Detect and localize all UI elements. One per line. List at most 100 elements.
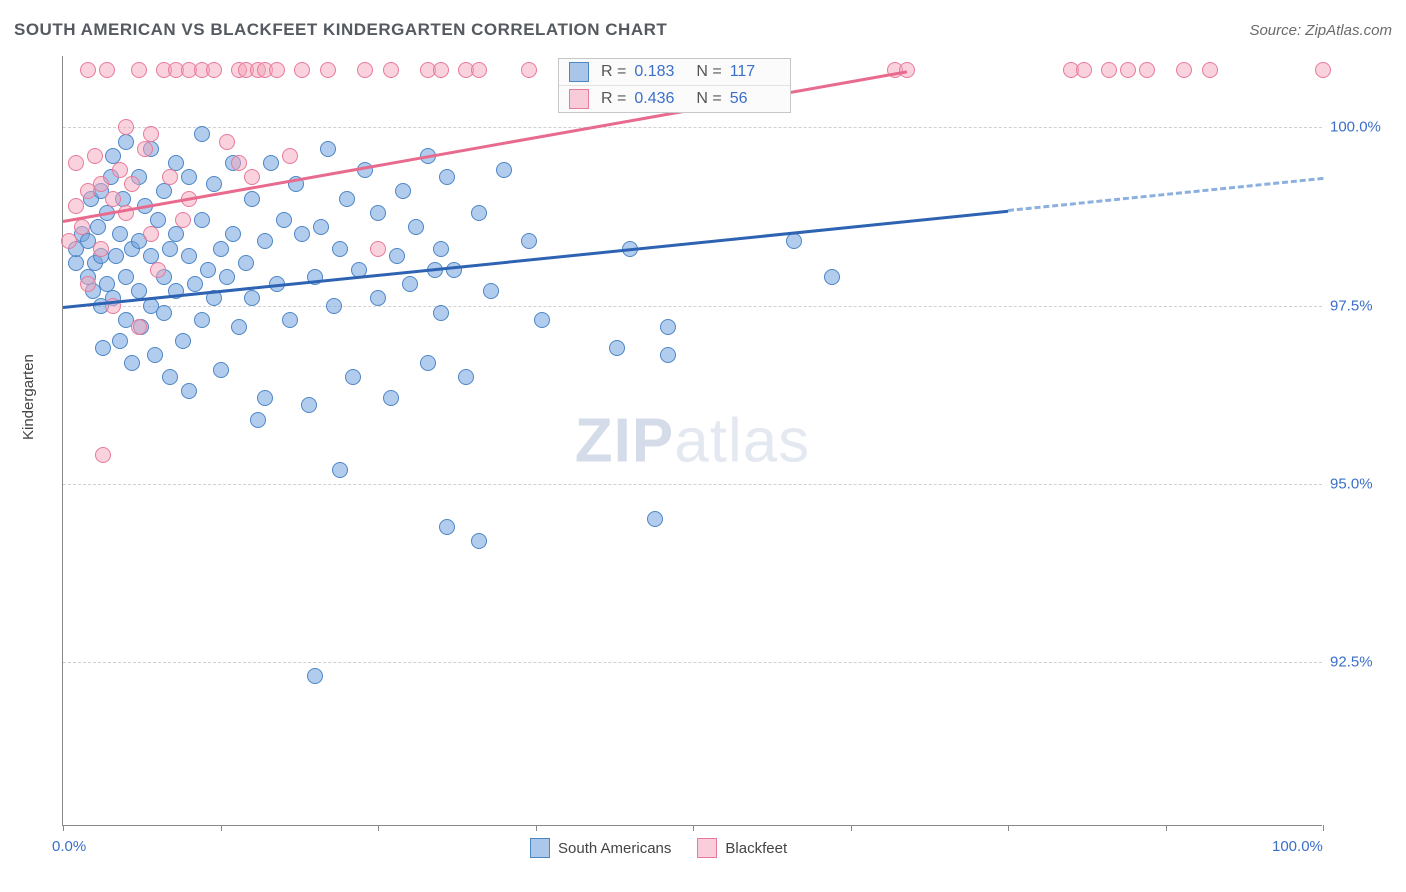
data-point-pink: [370, 241, 386, 257]
data-point-pink: [80, 276, 96, 292]
data-point-pink: [99, 62, 115, 78]
data-point-pink: [93, 176, 109, 192]
data-point-pink: [143, 126, 159, 142]
data-point-pink: [1315, 62, 1331, 78]
y-axis-label: Kindergarten: [20, 354, 37, 440]
data-point-blue: [313, 219, 329, 235]
data-point-blue: [90, 219, 106, 235]
data-point-blue: [244, 191, 260, 207]
data-point-pink: [93, 241, 109, 257]
data-point-pink: [87, 148, 103, 164]
x-tick-label: 100.0%: [1272, 838, 1323, 855]
data-point-pink: [471, 62, 487, 78]
data-point-pink: [294, 62, 310, 78]
data-point-blue: [194, 212, 210, 228]
data-point-blue: [446, 262, 462, 278]
data-point-blue: [320, 141, 336, 157]
data-point-pink: [131, 62, 147, 78]
data-point-pink: [206, 62, 222, 78]
data-point-pink: [320, 62, 336, 78]
n-label: N =: [696, 90, 721, 108]
data-point-blue: [124, 355, 140, 371]
regression-blue-dashed: [1008, 177, 1323, 212]
data-point-pink: [80, 62, 96, 78]
data-point-blue: [118, 269, 134, 285]
data-point-pink: [383, 62, 399, 78]
data-point-pink: [244, 169, 260, 185]
data-point-blue: [395, 183, 411, 199]
data-point-pink: [74, 219, 90, 235]
data-point-blue: [112, 333, 128, 349]
y-tick-label: 95.0%: [1330, 475, 1373, 492]
data-point-blue: [238, 255, 254, 271]
data-point-blue: [194, 312, 210, 328]
data-point-blue: [244, 290, 260, 306]
data-point-pink: [1202, 62, 1218, 78]
data-point-blue: [439, 169, 455, 185]
data-point-pink: [131, 319, 147, 335]
data-point-pink: [1101, 62, 1117, 78]
data-point-pink: [357, 62, 373, 78]
r-value: 0.436: [634, 90, 684, 108]
data-point-blue: [231, 319, 247, 335]
data-point-blue: [225, 226, 241, 242]
data-point-blue: [276, 212, 292, 228]
data-point-blue: [408, 219, 424, 235]
data-point-pink: [162, 169, 178, 185]
data-point-blue: [326, 298, 342, 314]
data-point-blue: [118, 134, 134, 150]
r-value: 0.183: [634, 63, 684, 81]
source-label: Source: ZipAtlas.com: [1249, 22, 1392, 39]
data-point-pink: [521, 62, 537, 78]
x-tick-label: 0.0%: [52, 838, 86, 855]
data-point-blue: [263, 155, 279, 171]
data-point-blue: [339, 191, 355, 207]
data-point-pink: [68, 155, 84, 171]
data-point-pink: [1139, 62, 1155, 78]
swatch-blue-icon: [569, 62, 589, 82]
legend-label: Blackfeet: [725, 840, 787, 857]
grid-line: [63, 484, 1322, 485]
data-point-blue: [647, 511, 663, 527]
data-point-blue: [660, 319, 676, 335]
data-point-blue: [156, 183, 172, 199]
data-point-pink: [1176, 62, 1192, 78]
x-tick: [536, 825, 537, 831]
data-point-blue: [301, 397, 317, 413]
swatch-pink-icon: [697, 838, 717, 858]
data-point-blue: [471, 205, 487, 221]
n-value: 117: [730, 63, 780, 81]
data-point-blue: [534, 312, 550, 328]
data-point-blue: [294, 226, 310, 242]
data-point-blue: [420, 355, 436, 371]
data-point-blue: [471, 533, 487, 549]
x-tick: [1166, 825, 1167, 831]
data-point-blue: [521, 233, 537, 249]
data-point-blue: [181, 248, 197, 264]
data-point-blue: [786, 233, 802, 249]
grid-line: [63, 662, 1322, 663]
data-point-blue: [439, 519, 455, 535]
data-point-blue: [181, 383, 197, 399]
x-tick: [63, 825, 64, 831]
data-point-pink: [118, 119, 134, 135]
data-point-pink: [95, 447, 111, 463]
data-point-blue: [147, 347, 163, 363]
data-point-blue: [108, 248, 124, 264]
data-point-blue: [370, 205, 386, 221]
data-point-pink: [219, 134, 235, 150]
data-point-blue: [162, 241, 178, 257]
data-point-blue: [402, 276, 418, 292]
data-point-blue: [824, 269, 840, 285]
data-point-blue: [112, 226, 128, 242]
data-point-blue: [307, 668, 323, 684]
x-tick: [1008, 825, 1009, 831]
data-point-pink: [112, 162, 128, 178]
data-point-blue: [206, 176, 222, 192]
data-point-blue: [257, 233, 273, 249]
data-point-pink: [137, 141, 153, 157]
data-point-blue: [257, 390, 273, 406]
data-point-blue: [458, 369, 474, 385]
data-point-blue: [389, 248, 405, 264]
data-point-pink: [105, 191, 121, 207]
